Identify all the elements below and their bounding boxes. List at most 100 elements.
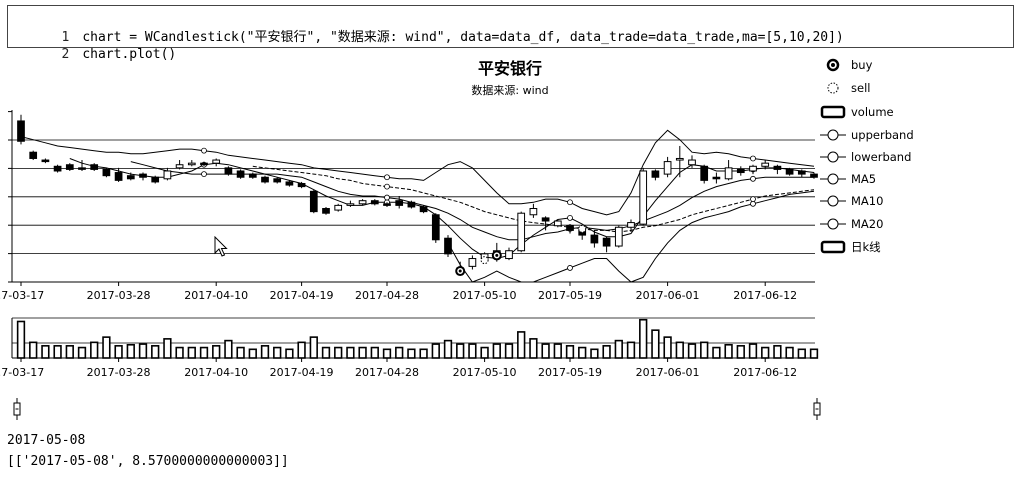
candle-body <box>187 162 196 166</box>
legend-label: sell <box>851 81 871 95</box>
candle-body <box>785 168 794 175</box>
candle-body <box>651 170 660 178</box>
candle-body <box>810 173 818 178</box>
volume-bar <box>273 346 282 359</box>
candle-body <box>236 170 245 178</box>
candle-body <box>444 237 452 255</box>
range-slider-handle[interactable] <box>13 398 21 420</box>
ma10-line-marker <box>384 194 390 201</box>
candle-body <box>102 168 111 177</box>
volume-bar <box>639 318 648 359</box>
volume-bar <box>809 348 819 359</box>
candle-body <box>529 208 538 216</box>
buy-marker-dot <box>458 269 462 273</box>
volume-bar <box>431 343 440 359</box>
candle-body <box>17 120 25 142</box>
volume-bar <box>419 348 428 359</box>
volume-bar <box>590 348 599 359</box>
line-circle-icon <box>820 129 846 141</box>
volume-bar <box>614 339 623 359</box>
ma20-line-marker <box>384 183 390 190</box>
volume-bar <box>65 345 74 359</box>
volume-bar <box>163 338 172 359</box>
chart-subtitle: 数据来源: wind <box>471 84 549 97</box>
candle-body <box>614 226 623 247</box>
ma10-line-marker <box>201 171 207 178</box>
candle-body <box>383 203 391 206</box>
candle-body <box>358 200 367 205</box>
upperband-line-marker <box>750 155 756 162</box>
volume-bar <box>395 346 404 359</box>
volume-bar <box>90 341 99 359</box>
candle-body <box>602 237 611 247</box>
code-line-1[interactable]: 1 chart = WCandlestick("平安银行", "数据来源: win… <box>8 12 843 45</box>
candle-body <box>248 173 257 178</box>
volume-bar <box>260 345 270 359</box>
candle-body <box>334 204 343 211</box>
candle-body <box>53 165 62 172</box>
candle-body <box>65 164 74 170</box>
x-tick-label: 2017-03-28 <box>87 366 151 379</box>
volume-bar <box>602 345 611 359</box>
volume-bar <box>382 348 392 359</box>
candle-body <box>346 203 355 206</box>
dotted-circle-icon <box>827 82 839 94</box>
volume-bar <box>761 346 770 359</box>
upperband-line <box>20 129 815 216</box>
lowerband-line-marker <box>567 265 573 271</box>
candle-body <box>78 167 86 170</box>
line-circle-icon <box>820 173 846 185</box>
candle-body <box>773 165 782 170</box>
candle-body <box>273 178 282 183</box>
filled-circle-icon <box>826 58 840 72</box>
upperband-line-marker <box>384 174 390 181</box>
x-tick-label: .7-03-17 <box>0 289 44 302</box>
candle-body <box>322 208 330 214</box>
candle-body <box>407 201 416 208</box>
volume-bar <box>773 345 782 359</box>
x-tick-label: 2017-04-10 <box>184 366 248 379</box>
x-tick-label: 2017-04-28 <box>355 289 419 302</box>
candle-body <box>553 220 562 227</box>
candle-body <box>29 151 38 159</box>
candle-body <box>700 165 709 181</box>
candle-body <box>370 200 379 205</box>
candle-body <box>419 206 428 213</box>
candle-body <box>797 170 806 175</box>
sell-marker <box>578 224 587 233</box>
candle-body <box>639 170 648 225</box>
candle-body <box>309 190 318 213</box>
volume-bar <box>407 348 416 359</box>
x-tick-label: 2017-04-19 <box>270 366 334 379</box>
x-tick-label: 2017-05-10 <box>453 366 517 379</box>
candle-body <box>126 175 135 180</box>
volume-bar <box>675 341 684 359</box>
x-tick-label: 2017-05-19 <box>538 289 602 302</box>
range-slider-handle[interactable] <box>813 398 821 420</box>
volume-bar <box>114 345 123 359</box>
x-tick-label: 2017-03-28 <box>87 289 151 302</box>
candle-body <box>468 258 477 267</box>
volume-bar <box>785 346 794 359</box>
code-text: chart = WCandlestick("平安银行", "数据来源: wind… <box>82 30 844 45</box>
candle-body <box>663 161 672 175</box>
output-selected-date: 2017-05-08 <box>7 433 86 448</box>
volume-bar <box>565 345 575 359</box>
upperband-line-marker <box>201 147 207 154</box>
x-tick-label: .7-03-17 <box>0 366 44 379</box>
candle-body <box>431 214 440 241</box>
line-circle-icon <box>820 218 846 230</box>
candle-body <box>505 250 513 260</box>
line-circle-icon <box>820 195 846 207</box>
code-cell[interactable]: 1 chart = WCandlestick("平安银行", "数据来源: win… <box>7 5 1014 62</box>
candle-body <box>675 157 684 161</box>
volume-bar <box>797 348 806 359</box>
volume-bar <box>358 346 367 359</box>
code-line-2[interactable]: 2 chart.plot() <box>8 29 176 62</box>
legend-label: 日k线 <box>851 240 881 254</box>
candle-body <box>212 159 221 164</box>
volume-bar <box>626 341 636 359</box>
volume-bar <box>53 345 62 359</box>
legend-label: volume <box>851 105 894 119</box>
